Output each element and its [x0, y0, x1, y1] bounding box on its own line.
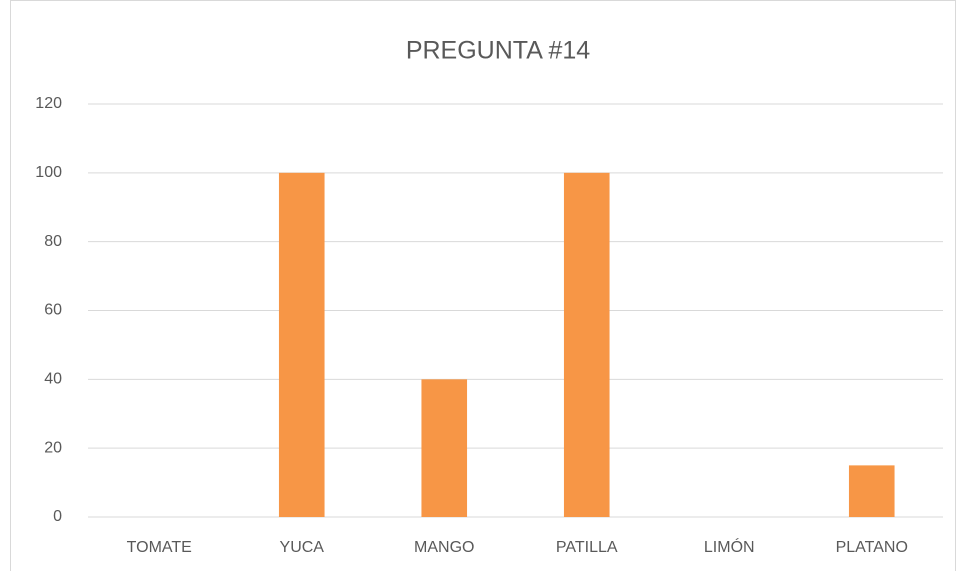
x-tick-label: PATILLA [556, 539, 618, 556]
x-tick-label: PLATANO [836, 539, 908, 556]
bar [421, 379, 468, 517]
y-tick-label: 40 [44, 371, 62, 388]
x-tick-label: YUCA [280, 539, 325, 556]
x-tick-label: TOMATE [127, 539, 192, 556]
y-tick-label: 80 [44, 233, 62, 250]
bar [848, 465, 895, 517]
y-tick-label: 100 [35, 164, 62, 181]
x-tick-label: LIMÓN [704, 537, 755, 556]
chart-border [10, 0, 956, 571]
bar [563, 172, 610, 518]
y-tick-label: 20 [44, 439, 62, 456]
x-tick-label: MANGO [414, 539, 474, 556]
bar [278, 172, 325, 518]
y-tick-label: 60 [44, 302, 62, 319]
y-tick-label: 120 [35, 95, 62, 112]
y-tick-label: 0 [53, 508, 62, 525]
chart-title: PREGUNTA #14 [406, 37, 590, 65]
